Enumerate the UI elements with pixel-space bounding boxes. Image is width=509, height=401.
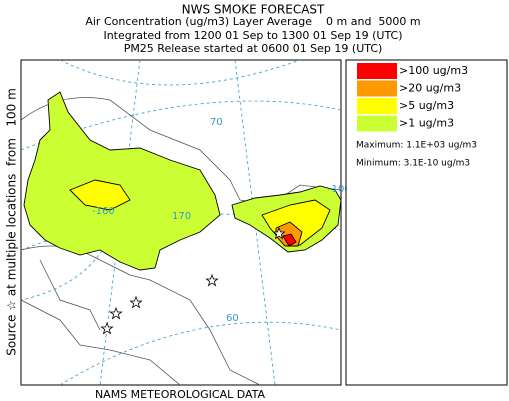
legend-minimum: Minimum: 3.1E-10 ug/m3 — [356, 159, 470, 169]
smoke-area — [282, 233, 297, 247]
legend-label: >5 ug/m3 — [399, 99, 454, 112]
legend-label: >100 ug/m3 — [399, 64, 468, 77]
smoke-area — [23, 91, 221, 271]
legend-label: >1 ug/m3 — [399, 117, 454, 130]
legend-swatch — [357, 98, 397, 114]
grid-label: 60 — [226, 313, 239, 324]
map: 70 -160 170 -100 60 — [20, 59, 351, 386]
smoke-area — [69, 179, 131, 211]
source-stars — [100, 226, 286, 335]
footer: NAMS METEOROLOGICAL DATA — [95, 388, 266, 401]
legend-label: >20 ug/m3 — [399, 82, 461, 95]
legend: >100 ug/m3 >20 ug/m3 >5 ug/m3 >1 ug/m3 — [357, 63, 468, 132]
subtitle: Integrated from 1200 01 Sep to 1300 01 S… — [103, 29, 402, 42]
legend-swatch — [357, 63, 397, 79]
legend-maximum: Maximum: 1.1E+03 ug/m3 — [356, 141, 477, 151]
side-label: Source ☆ at multiple locations from 100 … — [5, 88, 19, 356]
grid-label: 170 — [172, 211, 191, 222]
grid-label: -160 — [92, 206, 115, 217]
grid-label: 70 — [210, 117, 223, 128]
grid-label: -100 — [328, 184, 351, 195]
subtitle: PM25 Release started at 0600 01 Sep 19 (… — [124, 42, 383, 55]
legend-swatch — [357, 80, 397, 97]
legend-frame — [345, 59, 508, 386]
subtitle: Air Concentration (ug/m3) Layer Average … — [85, 15, 420, 28]
title: NWS SMOKE FORECAST — [182, 3, 325, 17]
legend-swatch — [357, 115, 397, 132]
